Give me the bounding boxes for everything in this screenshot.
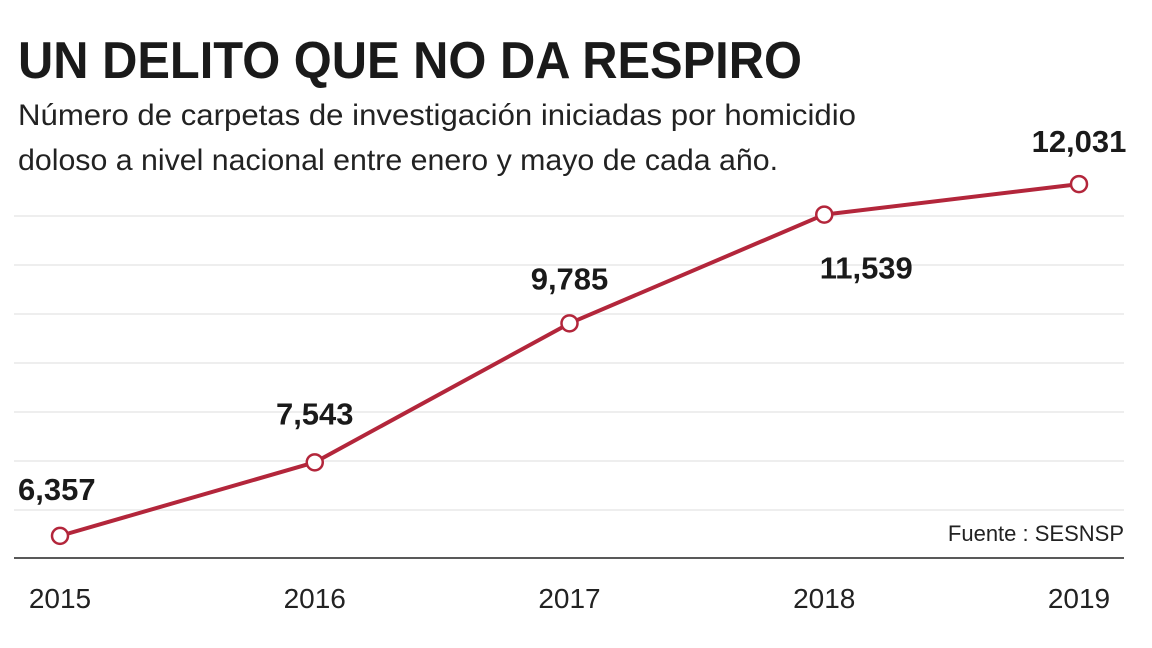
x-tick-label-2018: 2018 [793, 583, 855, 614]
source-note: Fuente : SESNSP [948, 521, 1124, 546]
data-point-2017 [560, 314, 579, 333]
x-tick-label-2016: 2016 [284, 583, 346, 614]
data-point-2015 [50, 526, 70, 546]
x-tick-label-2019: 2019 [1048, 583, 1110, 614]
chart-subtitle-line-1: Número de carpetas de investigación inic… [18, 99, 856, 132]
x-tick-label-2017: 2017 [538, 583, 600, 614]
data-label-2019: 12,031 [1032, 124, 1127, 159]
series-line [59, 182, 1080, 538]
data-point-2018 [815, 205, 834, 224]
data-label-2015: 6,357 [18, 472, 96, 507]
x-tick-label-2015: 2015 [29, 583, 91, 614]
chart-title: UN DELITO QUE NO DA RESPIRO [18, 32, 802, 90]
data-label-2018: 11,539 [820, 251, 913, 286]
data-label-2016: 7,543 [276, 396, 354, 431]
chart-subtitle-line-2: doloso a nivel nacional entre enero y ma… [18, 144, 778, 177]
data-point-2019 [1069, 174, 1089, 194]
gridlines [14, 215, 1124, 511]
data-label-2017: 9,785 [531, 261, 609, 296]
data-point-2016 [305, 453, 324, 472]
